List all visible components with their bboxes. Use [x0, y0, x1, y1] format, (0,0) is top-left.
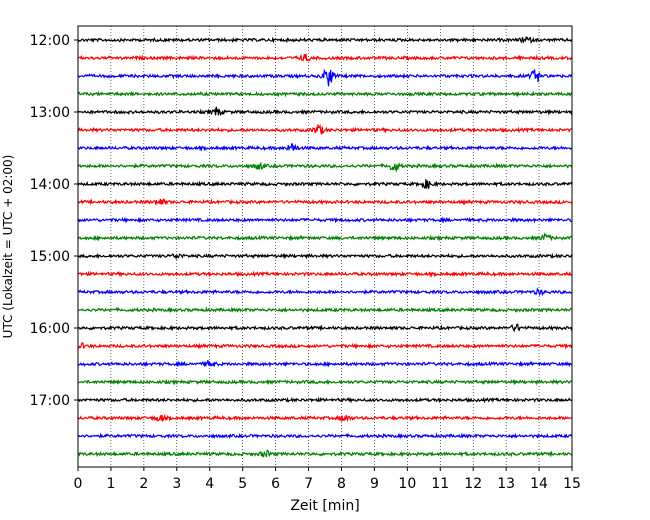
trace-1530: [77, 287, 573, 297]
x-tick-label: 15: [563, 476, 581, 492]
trace-1600: [77, 323, 573, 333]
trace-1715: [77, 413, 573, 423]
trace-1700: [77, 396, 573, 404]
trace-1745: [77, 449, 573, 458]
x-tick-label: 6: [271, 476, 280, 492]
trace-1245: [77, 90, 573, 98]
y-axis-label: UTC (Lokalzeit = UTC + 02:00): [1, 155, 15, 339]
y-tick-label: 12:00: [30, 33, 70, 49]
trace-1400: [77, 179, 573, 189]
trace-1215: [77, 53, 573, 62]
trace-1330: [77, 143, 573, 152]
x-tick-label: 1: [106, 476, 115, 492]
x-tick-label: 9: [370, 476, 379, 492]
y-tick-label: 17:00: [30, 393, 70, 409]
traces-group: [77, 35, 573, 458]
trace-1515: [77, 270, 573, 278]
trace-1630: [77, 360, 573, 368]
y-axis: 12:00 13:00 14:00 15:00 16:00 17:00: [30, 33, 78, 409]
x-tick-label: 12: [464, 476, 482, 492]
y-tick-label: 13:00: [30, 105, 70, 121]
x-tick-label: 8: [337, 476, 346, 492]
trace-1430: [77, 216, 573, 224]
y-tick-label: 16:00: [30, 321, 70, 337]
x-tick-label: 3: [172, 476, 181, 492]
trace-1615: [77, 341, 573, 350]
x-tick-label: 10: [398, 476, 416, 492]
trace-1230: [77, 68, 573, 87]
trace-1445: [77, 232, 573, 242]
trace-1545: [77, 306, 573, 314]
x-tick-label: 4: [205, 476, 214, 492]
trace-1315: [77, 123, 573, 135]
x-tick-label: 13: [497, 476, 515, 492]
x-tick-label: 0: [74, 476, 83, 492]
x-tick-label: 14: [530, 476, 548, 492]
trace-1200: [77, 35, 573, 45]
trace-1500: [77, 252, 573, 261]
trace-1730: [77, 432, 573, 440]
trace-1645: [77, 378, 573, 386]
x-tick-label: 7: [304, 476, 313, 492]
x-tick-label: 11: [431, 476, 449, 492]
x-axis: 0 1 2 3 4 5 6 7 8 9 10 11 12 13 14 15: [74, 467, 581, 492]
x-tick-label: 5: [238, 476, 247, 492]
plot-frame: [77, 25, 573, 468]
trace-1345: [77, 161, 573, 173]
trace-1300: [77, 106, 573, 117]
x-axis-label: Zeit [min]: [290, 498, 359, 514]
y-tick-label: 15:00: [30, 249, 70, 265]
y-tick-label: 14:00: [30, 177, 70, 193]
trace-1415: [77, 198, 573, 206]
x-tick-label: 2: [139, 476, 148, 492]
